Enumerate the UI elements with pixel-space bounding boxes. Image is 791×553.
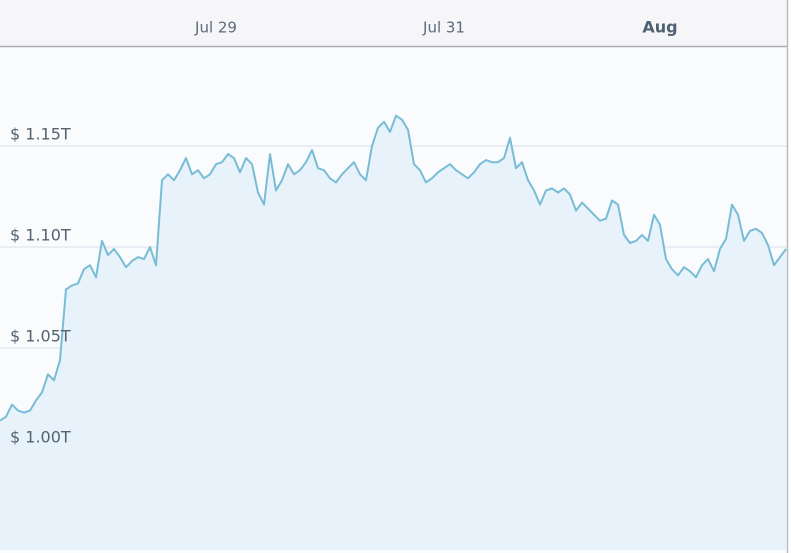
y-tick-label: $ 1.00T xyxy=(10,428,71,447)
marks xyxy=(0,114,787,550)
price-line xyxy=(0,114,787,422)
y-tick-label: $ 1.15T xyxy=(10,125,71,144)
x-tick-label: Jul 31 xyxy=(422,19,465,37)
x-tick-label: Aug xyxy=(642,18,677,37)
y-tick-label: $ 1.05T xyxy=(10,327,71,346)
area-fill xyxy=(0,115,786,550)
x-axis-band xyxy=(0,0,788,46)
labels: $ 1.00T $ 1.05T $ 1.10T $ 1.15T Jul 29 Jul 31… xyxy=(10,18,678,447)
x-tick-label: Jul 29 xyxy=(194,19,237,37)
y-tick-label: $ 1.10T xyxy=(10,226,71,245)
